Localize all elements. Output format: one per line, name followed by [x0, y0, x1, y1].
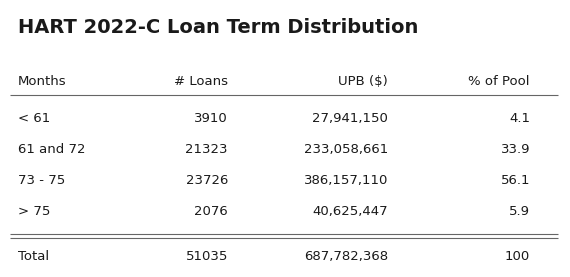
Text: # Loans: # Loans: [174, 75, 228, 88]
Text: 386,157,110: 386,157,110: [304, 174, 388, 187]
Text: 40,625,447: 40,625,447: [312, 205, 388, 218]
Text: 73 - 75: 73 - 75: [18, 174, 65, 187]
Text: 3910: 3910: [194, 112, 228, 125]
Text: % of Pool: % of Pool: [469, 75, 530, 88]
Text: 56.1: 56.1: [500, 174, 530, 187]
Text: 100: 100: [505, 250, 530, 263]
Text: 233,058,661: 233,058,661: [304, 143, 388, 156]
Text: 27,941,150: 27,941,150: [312, 112, 388, 125]
Text: HART 2022-C Loan Term Distribution: HART 2022-C Loan Term Distribution: [18, 18, 418, 37]
Text: 51035: 51035: [186, 250, 228, 263]
Text: Total: Total: [18, 250, 49, 263]
Text: 4.1: 4.1: [509, 112, 530, 125]
Text: 5.9: 5.9: [509, 205, 530, 218]
Text: 23726: 23726: [186, 174, 228, 187]
Text: 687,782,368: 687,782,368: [304, 250, 388, 263]
Text: 33.9: 33.9: [500, 143, 530, 156]
Text: < 61: < 61: [18, 112, 50, 125]
Text: 61 and 72: 61 and 72: [18, 143, 86, 156]
Text: 2076: 2076: [194, 205, 228, 218]
Text: UPB ($): UPB ($): [338, 75, 388, 88]
Text: > 75: > 75: [18, 205, 50, 218]
Text: Months: Months: [18, 75, 67, 88]
Text: 21323: 21323: [185, 143, 228, 156]
